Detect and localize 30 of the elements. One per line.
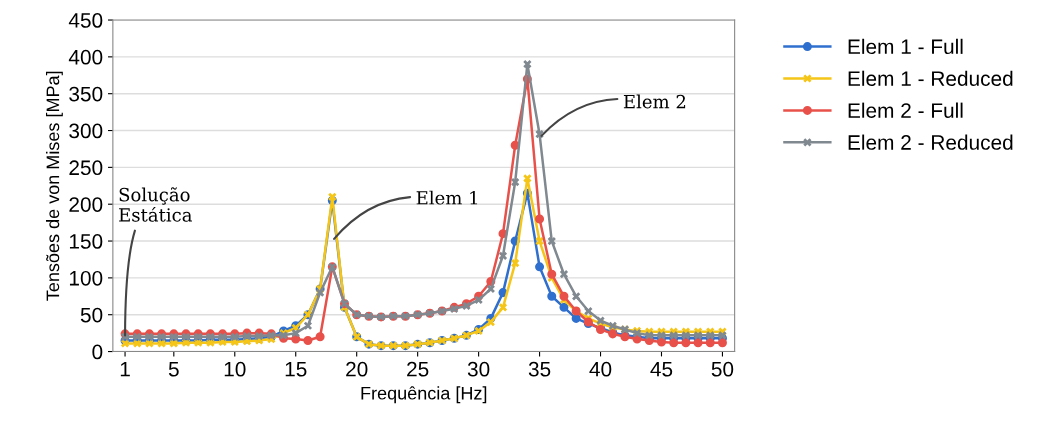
y-tick-label: 150: [69, 234, 103, 249]
x-tick-label: 1: [120, 362, 130, 377]
x-tick-label: 30: [467, 361, 490, 377]
x-tick-label: 15: [285, 362, 307, 377]
x-tick-label: 45: [650, 362, 673, 377]
y-tick-label: 400: [68, 49, 103, 65]
y-tick-label: 50: [80, 307, 103, 323]
x-tick-label: 35: [528, 361, 551, 377]
legend-label: Elem 2 - Reduced: [848, 134, 1013, 150]
annotation: Solução Estática: [119, 187, 192, 222]
annotation: Elem 2: [623, 94, 686, 109]
x-tick-label: 50: [711, 361, 734, 377]
legend-label: Elem 1 - Full: [848, 38, 963, 55]
y-tick-label: 450: [68, 13, 103, 28]
y-tick-label: 0: [92, 344, 103, 360]
x-tick-label: 25: [407, 361, 429, 377]
y-axis-title: Tensões de von Mises [MPa]: [46, 71, 63, 301]
y-tick-label: 300: [69, 123, 103, 139]
x-tick-label: 40: [589, 361, 612, 377]
x-tick-label: 10: [224, 361, 246, 377]
legend-label: Elem 1 - Reduced: [848, 70, 1013, 86]
y-tick-label: 200: [69, 197, 103, 212]
legend-label: Elem 2 - Full: [848, 102, 963, 118]
y-tick-label: 100: [69, 270, 103, 286]
y-tick-label: 250: [69, 160, 103, 176]
x-axis-title: Frequência [Hz]: [361, 386, 487, 404]
annotation: Elem 1: [416, 190, 478, 205]
x-tick-label: 20: [346, 361, 368, 377]
y-tick-label: 350: [69, 86, 103, 102]
x-tick-label: 5: [168, 362, 179, 377]
